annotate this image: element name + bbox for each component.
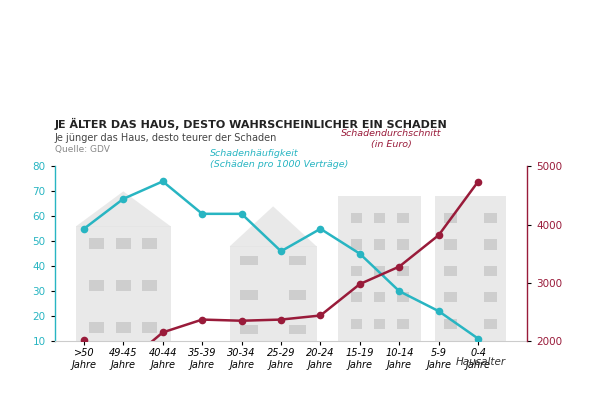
Bar: [444, 319, 457, 329]
Bar: [397, 213, 408, 223]
Bar: [89, 280, 104, 291]
Bar: [484, 319, 496, 329]
Text: JE ÄLTER DAS HAUS, DESTO WAHRSCHEINLICHER EIN SCHADEN: JE ÄLTER DAS HAUS, DESTO WAHRSCHEINLICHE…: [55, 117, 447, 129]
Bar: [374, 266, 385, 276]
Bar: [351, 292, 362, 302]
Bar: [484, 213, 496, 223]
Bar: [374, 292, 385, 302]
Bar: [397, 240, 408, 250]
Bar: [351, 319, 362, 329]
Bar: [351, 240, 362, 250]
Bar: [484, 266, 496, 276]
Bar: [116, 322, 131, 332]
Bar: [116, 238, 131, 249]
Bar: [142, 280, 158, 291]
Polygon shape: [76, 191, 171, 226]
Bar: [374, 213, 385, 223]
Bar: [288, 256, 306, 265]
Bar: [444, 292, 457, 302]
Bar: [76, 226, 171, 341]
Bar: [142, 322, 158, 332]
Text: Schadenhäufigkeit
(Schäden pro 1000 Verträge): Schadenhäufigkeit (Schäden pro 1000 Vert…: [210, 149, 348, 169]
Bar: [374, 319, 385, 329]
Bar: [240, 256, 258, 265]
Bar: [374, 240, 385, 250]
Bar: [351, 266, 362, 276]
Bar: [240, 325, 258, 334]
Bar: [444, 213, 457, 223]
Bar: [397, 292, 408, 302]
Bar: [230, 246, 316, 341]
Bar: [435, 196, 506, 341]
Bar: [397, 266, 408, 276]
Bar: [484, 240, 496, 250]
Text: Quelle: GDV: Quelle: GDV: [55, 146, 110, 154]
Text: Schadendurchschnitt
(in Euro): Schadendurchschnitt (in Euro): [341, 129, 442, 149]
Bar: [89, 238, 104, 249]
Bar: [116, 280, 131, 291]
Bar: [89, 322, 104, 332]
Bar: [444, 266, 457, 276]
Bar: [338, 196, 421, 341]
Bar: [288, 325, 306, 334]
Bar: [142, 238, 158, 249]
Bar: [444, 240, 457, 250]
Bar: [484, 292, 496, 302]
Bar: [351, 213, 362, 223]
Bar: [288, 290, 306, 300]
Text: Je jünger das Haus, desto teurer der Schaden: Je jünger das Haus, desto teurer der Sch…: [55, 133, 277, 143]
Polygon shape: [230, 206, 316, 246]
Bar: [240, 290, 258, 300]
Bar: [397, 319, 408, 329]
Text: Hausalter: Hausalter: [456, 357, 506, 367]
